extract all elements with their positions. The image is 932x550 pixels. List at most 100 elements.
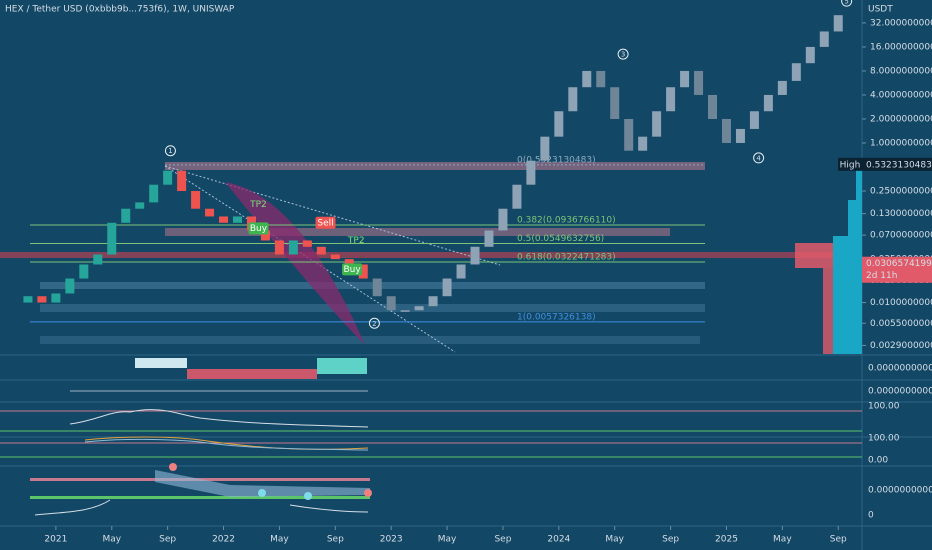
y-tick-label: 0.0100000000 xyxy=(870,298,932,308)
candle xyxy=(470,246,480,265)
indicator-panes xyxy=(0,358,862,516)
candle xyxy=(833,15,843,32)
x-tick-label: Sep xyxy=(494,535,511,545)
y-tick-label: 0.0700000000 xyxy=(870,231,932,241)
x-tick-label: Sep xyxy=(159,535,176,545)
candle xyxy=(23,296,33,303)
pane-label: 0.0000000000 xyxy=(868,486,932,496)
fib-label: 0.5(0.0549632756) xyxy=(517,234,604,244)
pane-label: 100.00 xyxy=(868,402,900,412)
candle xyxy=(721,118,731,143)
signal-label: Buy xyxy=(250,224,268,234)
high-tag xyxy=(838,157,862,171)
x-tick-label: May xyxy=(605,535,624,545)
candle xyxy=(205,208,215,217)
candle xyxy=(288,240,298,255)
signal-label: TP2 xyxy=(347,236,365,246)
x-tick-label: May xyxy=(438,535,457,545)
candle xyxy=(638,136,648,151)
candle xyxy=(484,230,494,247)
candle xyxy=(149,184,159,203)
pane-label: 0.0000000000 xyxy=(868,387,932,397)
signal-label: Buy xyxy=(343,265,361,275)
candle xyxy=(498,208,508,231)
candle xyxy=(344,259,354,265)
price-tag xyxy=(862,256,932,283)
countdown: 2d 11h xyxy=(866,271,897,281)
pane-label: 0 xyxy=(868,511,874,521)
candle xyxy=(358,264,368,279)
x-tick-label: May xyxy=(102,535,121,545)
signal-badge xyxy=(342,263,363,276)
signal-label: TP2 xyxy=(249,200,267,210)
pane-label: 0.00 xyxy=(868,456,888,466)
chart-title: HEX / Tether USD (0xbbb9b...753f6), 1W, … xyxy=(5,5,235,15)
wave-marker xyxy=(753,152,765,164)
candle xyxy=(708,94,718,119)
candle xyxy=(37,296,47,303)
candle xyxy=(107,222,117,255)
wave-marker xyxy=(164,145,176,157)
candle xyxy=(233,216,243,223)
high-label: High xyxy=(840,160,861,170)
x-tick-label: May xyxy=(270,535,289,545)
fib-label: 0.618(0.0322471283) xyxy=(517,252,616,262)
pane-label: 0.0000000000 xyxy=(868,364,932,374)
candle xyxy=(302,240,312,247)
candle xyxy=(512,184,522,209)
fib-label: 0(0.5323130483) xyxy=(517,155,596,165)
high-value: 0.5323130483 xyxy=(866,160,932,170)
candle xyxy=(121,208,131,223)
candle xyxy=(596,70,606,88)
candle xyxy=(554,111,564,137)
high-value-tag xyxy=(862,157,932,171)
candle xyxy=(330,254,340,260)
x-tick-label: Sep xyxy=(830,535,847,545)
candle xyxy=(749,111,759,129)
candle xyxy=(400,310,410,312)
y-tick-label: 1.0000000000 xyxy=(870,138,932,148)
candle xyxy=(819,31,829,47)
candle xyxy=(135,202,145,209)
candle xyxy=(65,278,75,294)
candle xyxy=(666,87,676,112)
candle xyxy=(694,70,704,95)
wave-label: 5 xyxy=(844,0,848,6)
signal-badge xyxy=(248,222,269,235)
x-tick-label: Sep xyxy=(327,535,344,545)
y-unit: USDT xyxy=(868,5,893,15)
candle xyxy=(582,70,592,88)
candle xyxy=(680,70,690,88)
marks: 32.000000000016.00000000008.00000000004.… xyxy=(23,0,932,545)
candle xyxy=(177,170,187,192)
wave-label: 2 xyxy=(372,320,376,328)
candle xyxy=(414,306,424,311)
signal-badge xyxy=(315,216,336,229)
candle xyxy=(568,87,578,112)
x-tick-label: 2021 xyxy=(44,535,67,545)
y-tick-label: 2.0000000000 xyxy=(870,114,932,124)
signal-label: Sell xyxy=(317,218,333,228)
x-tick-label: 2025 xyxy=(715,535,738,545)
candle xyxy=(791,63,801,81)
candle xyxy=(805,46,815,64)
candle xyxy=(372,278,382,297)
wave-label: 3 xyxy=(621,51,625,59)
fib-label: 1(0.0057326138) xyxy=(517,312,596,322)
y-tick-label: 16.0000000000 xyxy=(870,42,932,52)
wave-marker xyxy=(841,0,853,7)
x-tick-label: Sep xyxy=(662,535,679,545)
candle xyxy=(456,264,466,279)
x-tick-label: 2024 xyxy=(547,535,570,545)
candle xyxy=(624,118,634,151)
pane-label: 100.00 xyxy=(868,434,900,444)
x-tick-label: 2022 xyxy=(212,535,235,545)
candle xyxy=(526,160,536,185)
candle xyxy=(763,94,773,112)
y-tick-label: 8.0000000000 xyxy=(870,66,932,76)
y-tick-label: 32.0000000000 xyxy=(870,18,932,28)
candle xyxy=(442,278,452,297)
candle xyxy=(540,136,550,161)
